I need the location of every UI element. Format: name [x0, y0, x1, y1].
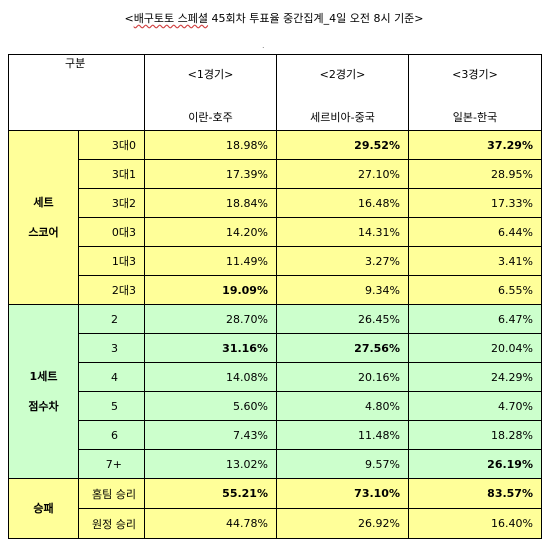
row-label: 6	[78, 420, 145, 450]
cell-value: 31.16%	[144, 333, 277, 363]
row-label: 3	[78, 333, 145, 363]
row-label: 5	[78, 391, 145, 421]
cell-value: 24.29%	[408, 362, 542, 392]
cell-value: 73.10%	[276, 478, 409, 509]
cell-value: 20.16%	[276, 362, 409, 392]
game-3-label: <3경기>	[452, 68, 498, 81]
row-label: 원정 승리	[78, 508, 145, 539]
cell-value: 6.55%	[408, 275, 542, 305]
cell-value: 17.39%	[144, 159, 277, 189]
cell-value: 3.41%	[408, 246, 542, 276]
cell-value: 14.20%	[144, 217, 277, 247]
cell-value: 26.92%	[276, 508, 409, 539]
row-label: 2	[78, 304, 145, 334]
row-label: 3대0	[78, 130, 145, 160]
title-prefix: <	[124, 12, 134, 25]
cell-value: 26.19%	[408, 449, 542, 479]
cell-value: 16.48%	[276, 188, 409, 218]
page-title: <배구토토 스페셜 45회차 투표율 중간집계_4일 오전 8시 기준>	[0, 10, 548, 26]
cell-value: 4.70%	[408, 391, 542, 421]
cell-value: 5.60%	[144, 391, 277, 421]
cell-value: 7.43%	[144, 420, 277, 450]
cell-value: 19.09%	[144, 275, 277, 305]
cell-value: 44.78%	[144, 508, 277, 539]
cell-value: 17.33%	[408, 188, 542, 218]
row-label: 1대3	[78, 246, 145, 276]
cell-value: 27.10%	[276, 159, 409, 189]
row-label: 3대2	[78, 188, 145, 218]
cell-value: 6.47%	[408, 304, 542, 334]
table-row: 3대2 18.84% 16.48% 17.33%	[8, 188, 542, 218]
table-row: 7+ 13.02% 9.57% 26.19%	[9, 449, 542, 479]
cell-value: 37.29%	[408, 130, 542, 160]
cell-value: 14.31%	[276, 217, 409, 247]
table-row: 승패 홈팀 승리 55.21% 73.10% 83.57%	[8, 478, 542, 539]
cell-value: 26.45%	[276, 304, 409, 334]
game-1-label: <1경기>	[187, 68, 234, 81]
table-row: 6 7.43% 11.48% 18.28%	[9, 420, 542, 450]
paragraph-mark: .	[262, 41, 265, 50]
title-wavy-part: 배구토토 스페셜	[133, 12, 209, 25]
table-row: 3대1 17.39% 27.10% 28.95%	[8, 159, 542, 189]
cell-value: 6.44%	[408, 217, 542, 247]
group-point-diff: 1세트 점수차	[8, 304, 79, 479]
cell-value: 83.57%	[408, 478, 542, 509]
game-1-match: 이란-호주	[188, 111, 233, 124]
cell-value: 55.21%	[144, 478, 277, 509]
cell-value: 18.84%	[144, 188, 277, 218]
cell-value: 9.57%	[276, 449, 409, 479]
table-row: 세트 스코어 3대0 18.98% 29.52% 37.29%	[8, 130, 542, 305]
title-rest: 45회차 투표율 중간집계_4일 오전 8시 기준>	[208, 12, 424, 25]
row-label: 7+	[78, 449, 145, 479]
table-row: 1대3 11.49% 3.27% 3.41%	[8, 246, 542, 276]
header-row: 구분 <1경기> 이란-호주 <2경기> 세르비아-중국 <3경기> 일본-한국	[8, 54, 542, 131]
cell-value: 14.08%	[144, 362, 277, 392]
game-3-match: 일본-한국	[452, 111, 498, 124]
header-gubun: 구분	[8, 54, 145, 131]
table-row: 4 14.08% 20.16% 24.29%	[9, 362, 542, 392]
row-label: 4	[78, 362, 145, 392]
cell-value: 20.04%	[408, 333, 542, 363]
cell-value: 13.02%	[144, 449, 277, 479]
header-game-1: <1경기> 이란-호주	[144, 54, 277, 131]
cell-value: 9.34%	[276, 275, 409, 305]
cell-value: 27.56%	[276, 333, 409, 363]
row-label: 0대3	[78, 217, 145, 247]
cell-value: 18.98%	[144, 130, 277, 160]
cell-value: 28.95%	[408, 159, 542, 189]
header-game-2: <2경기> 세르비아-중국	[276, 54, 409, 131]
row-label: 3대1	[78, 159, 145, 189]
table-row: 2대3 19.09% 9.34% 6.55%	[8, 275, 542, 305]
group-set-score: 세트 스코어	[8, 130, 79, 305]
row-label: 홈팀 승리	[78, 478, 145, 509]
table-row: 1세트 점수차 2 28.70% 26.45% 6.47%	[8, 304, 542, 479]
cell-value: 28.70%	[144, 304, 277, 334]
cell-value: 11.48%	[276, 420, 409, 450]
group-result: 승패	[8, 478, 79, 539]
cell-value: 18.28%	[408, 420, 542, 450]
table-row: 0대3 14.20% 14.31% 6.44%	[8, 217, 542, 247]
game-2-label: <2경기>	[319, 68, 366, 81]
table-row: 5 5.60% 4.80% 4.70%	[9, 391, 542, 421]
vote-rate-table: 구분 <1경기> 이란-호주 <2경기> 세르비아-중국 <3경기> 일본-한국…	[8, 54, 542, 539]
cell-value: 29.52%	[276, 130, 409, 160]
header-game-3: <3경기> 일본-한국	[408, 54, 542, 131]
row-label: 2대3	[78, 275, 145, 305]
cell-value: 16.40%	[408, 508, 542, 539]
cell-value: 11.49%	[144, 246, 277, 276]
cell-value: 4.80%	[276, 391, 409, 421]
cell-value: 3.27%	[276, 246, 409, 276]
table-row: 3 31.16% 27.56% 20.04%	[9, 333, 542, 363]
game-2-match: 세르비아-중국	[310, 111, 375, 124]
table-row: 원정 승리 44.78% 26.92% 16.40%	[9, 508, 542, 539]
